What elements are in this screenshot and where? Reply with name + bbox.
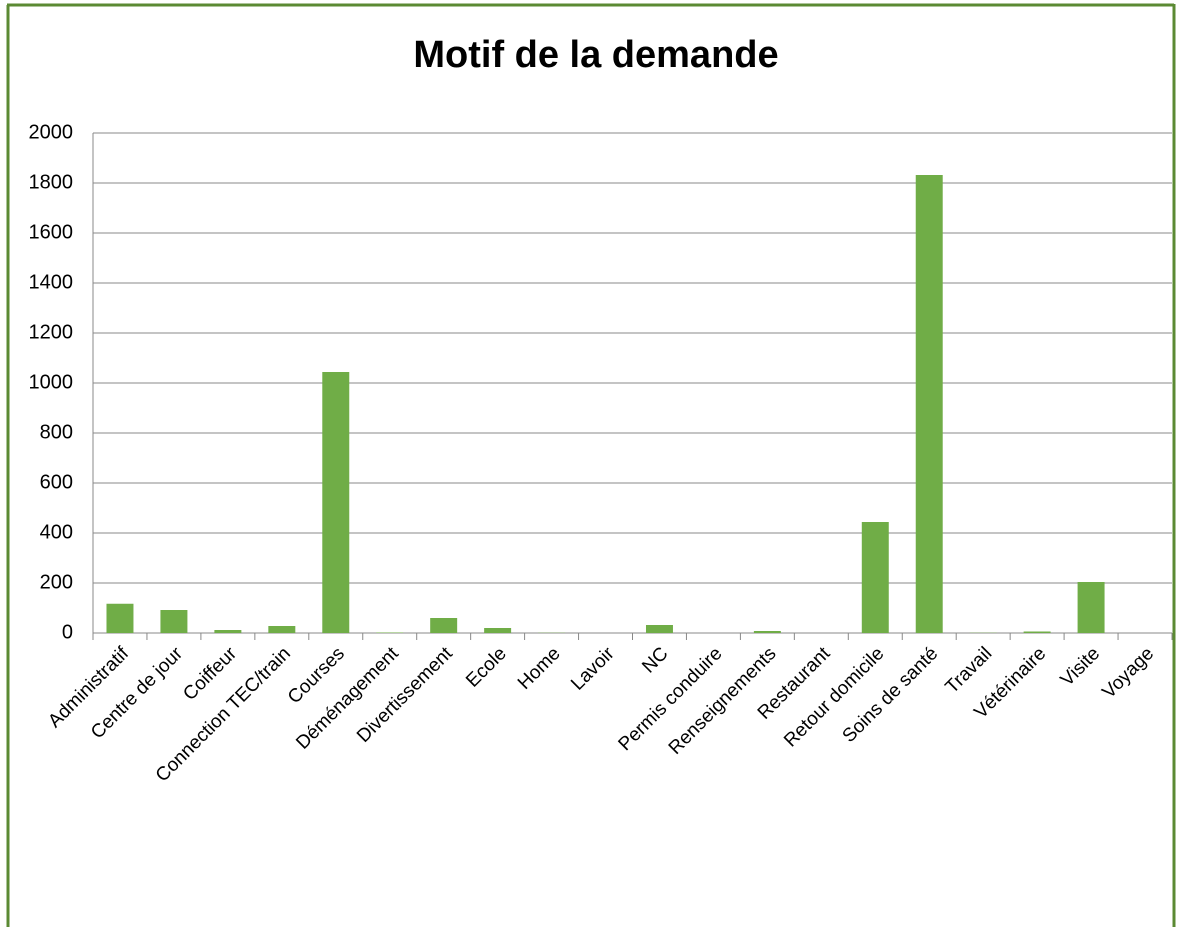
bar: [430, 618, 458, 633]
bar: [160, 610, 188, 633]
bar: [484, 628, 512, 633]
bar: [214, 630, 242, 633]
bar: [753, 631, 781, 633]
bar: [1077, 582, 1105, 633]
y-tick-label: 200: [40, 571, 73, 593]
y-tick-label: 1800: [29, 171, 74, 193]
x-tick-label: Lavoir: [567, 643, 619, 695]
bar: [268, 626, 296, 633]
x-tick-label: Ecole: [462, 643, 510, 691]
x-tick-label: Soins de santé: [839, 643, 943, 747]
y-tick-label: 0: [62, 621, 73, 643]
x-tick-label: Voyage: [1098, 643, 1158, 703]
bar: [915, 175, 943, 633]
y-tick-label: 1600: [29, 221, 74, 243]
bar: [861, 522, 889, 633]
x-tick-label: Visite: [1057, 643, 1104, 690]
x-tick-label: Divertissement: [353, 643, 457, 747]
bar: [376, 632, 404, 633]
y-tick-label: 1400: [29, 271, 74, 293]
bar: [106, 603, 134, 633]
y-tick-label: 800: [40, 421, 73, 443]
y-tick-label: 600: [40, 471, 73, 493]
y-tick-label: 1000: [29, 371, 74, 393]
x-tick-label: NC: [638, 643, 672, 677]
chart-title: Motif de la demande: [413, 34, 778, 76]
bar: [322, 372, 350, 633]
y-tick-label: 2000: [29, 121, 74, 143]
x-tick-label: Home: [514, 643, 565, 694]
bar: [645, 625, 673, 633]
y-tick-label: 400: [40, 521, 73, 543]
x-tick-label: Centre de jour: [87, 643, 187, 743]
bar: [1023, 631, 1051, 633]
y-tick-label: 1200: [29, 321, 74, 343]
